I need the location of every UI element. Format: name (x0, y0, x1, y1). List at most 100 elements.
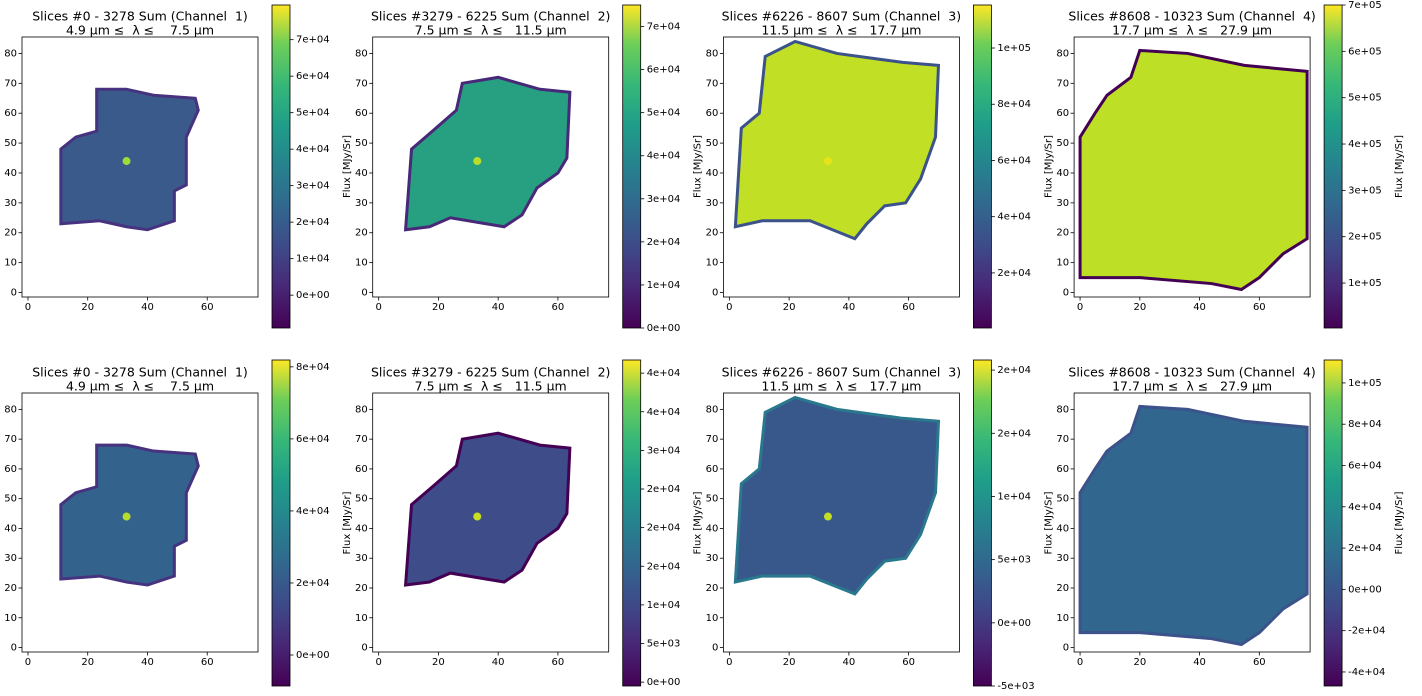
x-tick-label: 20 (783, 657, 796, 668)
x-tick-label: 40 (1193, 302, 1206, 313)
x-tick-label: 20 (81, 657, 94, 668)
y-tick-label: 60 (355, 108, 368, 119)
colorbar-tick-label: 6e+04 (997, 155, 1031, 166)
footprint (403, 431, 572, 587)
axes-frame (723, 392, 960, 653)
panel-title: Slices #0 - 3278 Sum (Channel 1) (32, 365, 248, 380)
x-tick-label: 40 (141, 302, 154, 313)
y-tick-label: 80 (4, 48, 17, 59)
x-tick-label: 60 (902, 302, 915, 313)
x-tick-label: 60 (1253, 657, 1266, 668)
colorbar-label: Flux [MJy/Sr] (342, 491, 353, 554)
y-tick-label: 60 (1056, 108, 1069, 119)
y-tick-label: 60 (706, 464, 719, 475)
colorbar-label: Flux [MJy/Sr] (693, 135, 704, 198)
colorbar (271, 359, 291, 687)
y-tick-label: 50 (4, 138, 17, 149)
colorbar-tick-label: 2e+04 (296, 217, 330, 228)
footprint (1078, 404, 1309, 647)
panel-subtitle: 11.5 µm ≤ λ ≤ 17.7 µm (761, 23, 921, 38)
y-tick-label: 20 (355, 228, 368, 239)
colorbar-tick-label: 5e+03 (997, 555, 1031, 566)
panel-title: Slices #8608 - 10323 Sum (Channel 4) (1068, 365, 1315, 380)
x-tick-label: 60 (201, 657, 214, 668)
axes-frame (21, 392, 259, 653)
colorbar-tick-label: 1e+04 (647, 280, 681, 291)
colorbar-tick-label: 2e+05 (1348, 232, 1382, 243)
colorbar-tick-label: 2e+04 (296, 578, 330, 589)
y-tick-label: 30 (355, 553, 368, 564)
y-tick-label: 40 (1056, 168, 1069, 179)
x-tick-label: 40 (843, 657, 856, 668)
colorbar-tick-label: 1e+04 (647, 600, 681, 611)
colorbar-tick-label: 0e+00 (647, 323, 681, 334)
colorbar-tick-label: 4e+05 (1348, 139, 1382, 150)
colorbar-tick-label: 7e+04 (647, 22, 681, 33)
y-tick-label: 30 (1056, 553, 1069, 564)
x-tick-label: 0 (726, 657, 732, 668)
y-tick-label: 20 (4, 228, 17, 239)
x-tick-label: 40 (492, 302, 505, 313)
x-tick-label: 60 (201, 302, 214, 313)
y-tick-label: 50 (706, 494, 719, 505)
x-tick-label: 40 (141, 657, 154, 668)
colorbar-tick-label: 4e+04 (647, 407, 681, 418)
colorbar-tick-label: 5e+05 (1348, 93, 1382, 104)
colorbar-tick-label: 8e+04 (296, 362, 330, 373)
x-tick-label: 0 (375, 302, 381, 313)
x-tick-label: 0 (25, 657, 31, 668)
y-tick-label: 0 (361, 288, 367, 299)
colorbar-label: Flux [MJy/Sr] (693, 491, 704, 554)
axes-frame (372, 392, 610, 653)
footprint (733, 395, 941, 596)
colorbar-tick-label: 1e+05 (1348, 378, 1382, 389)
axes-frame (372, 36, 610, 298)
x-tick-label: 0 (375, 657, 381, 668)
y-tick-label: 40 (355, 168, 368, 179)
colorbar-tick-label: 6e+04 (296, 71, 330, 82)
x-tick-label: 60 (552, 657, 565, 668)
y-tick-label: 80 (355, 48, 368, 59)
y-tick-label: 10 (706, 613, 719, 624)
panel-subtitle: 17.7 µm ≤ λ ≤ 27.9 µm (1112, 379, 1272, 394)
y-tick-label: 30 (706, 553, 719, 564)
y-tick-label: 50 (1056, 138, 1069, 149)
y-tick-label: 30 (4, 198, 17, 209)
colorbar-tick-label: 2e+04 (647, 484, 681, 495)
y-tick-label: 50 (355, 138, 368, 149)
y-tick-label: 0 (712, 288, 718, 299)
colorbar-tick-label: 4e+04 (647, 151, 681, 162)
y-tick-label: 30 (706, 198, 719, 209)
x-tick-label: 40 (1193, 657, 1206, 668)
panel-subtitle: 7.5 µm ≤ λ ≤ 11.5 µm (415, 379, 567, 394)
y-tick-label: 50 (355, 494, 368, 505)
x-tick-label: 0 (1077, 657, 1083, 668)
colorbar-tick-label: -2e+04 (1348, 626, 1385, 637)
colorbar-tick-label: 4e+04 (1348, 502, 1382, 513)
x-tick-label: 20 (1133, 302, 1146, 313)
point-source (122, 512, 131, 521)
y-tick-label: 20 (355, 583, 368, 594)
y-tick-label: 80 (4, 404, 17, 415)
y-tick-label: 0 (11, 288, 17, 299)
colorbar-tick-label: 6e+04 (296, 434, 330, 445)
y-tick-label: 10 (706, 258, 719, 269)
y-tick-label: 70 (706, 434, 719, 445)
point-source (122, 157, 131, 166)
colorbar-tick-label: 2e+04 (997, 268, 1031, 279)
x-tick-label: 60 (552, 302, 565, 313)
y-tick-label: 70 (355, 434, 368, 445)
y-tick-label: 70 (1056, 434, 1069, 445)
footprint (1078, 48, 1309, 292)
x-tick-label: 0 (1077, 302, 1083, 313)
colorbar-tick-label: 4e+04 (296, 144, 330, 155)
x-tick-label: 20 (783, 302, 796, 313)
y-tick-label: 50 (1056, 494, 1069, 505)
y-tick-label: 60 (1056, 464, 1069, 475)
y-tick-label: 40 (355, 523, 368, 534)
colorbar-tick-label: 0e+00 (997, 618, 1031, 629)
y-tick-label: 70 (1056, 78, 1069, 89)
axes-frame (21, 36, 259, 298)
colorbar-label: Flux [MJy/Sr] (1043, 491, 1054, 554)
